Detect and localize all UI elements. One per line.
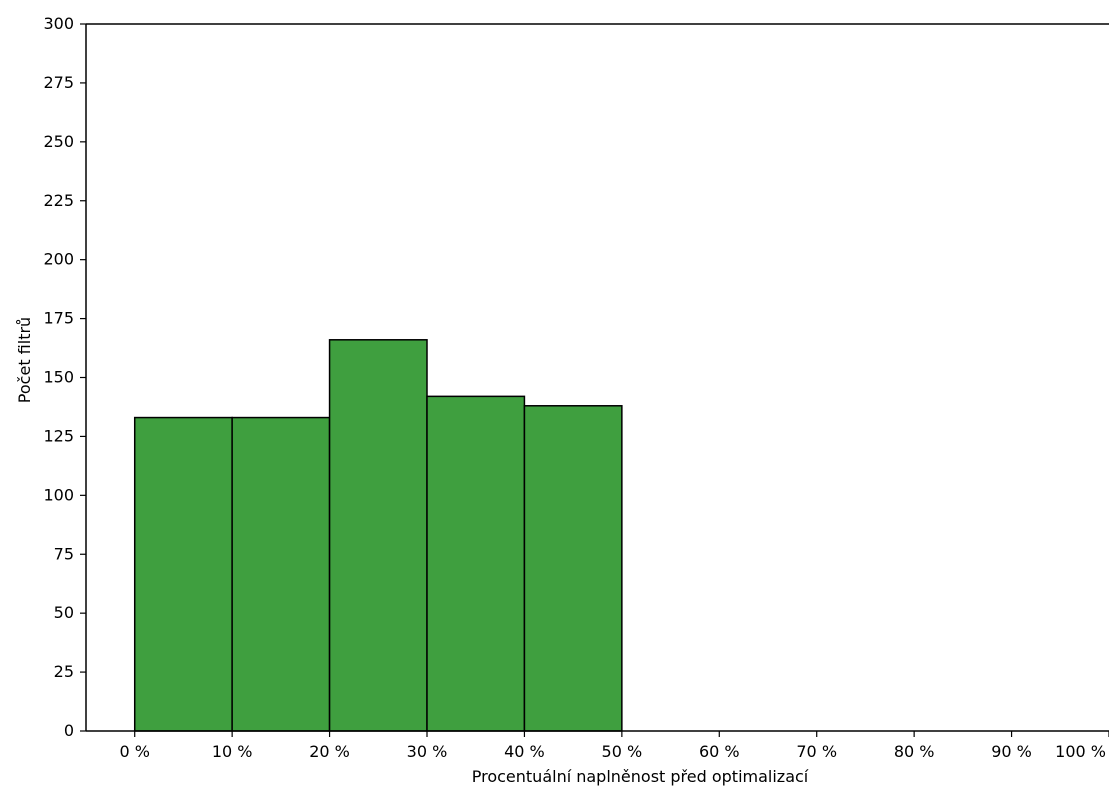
x-tick-label: 30 %: [407, 742, 448, 761]
x-axis-label: Procentuální naplněnost před optimalizac…: [472, 767, 809, 786]
y-tick-label: 0: [64, 721, 74, 740]
histogram-bar: [231, 416, 331, 732]
y-tick-label: 75: [54, 544, 74, 563]
y-tick-label: 275: [43, 73, 74, 92]
histogram-bar: [133, 416, 233, 732]
y-axis-label: Počet filtrů: [15, 317, 34, 403]
y-tick-label: 225: [43, 191, 74, 210]
x-tick-label: 100 %: [1055, 742, 1106, 761]
x-tick-label: 50 %: [602, 742, 643, 761]
x-tick-label: 20 %: [309, 742, 350, 761]
x-tick-label: 80 %: [894, 742, 935, 761]
y-tick-label: 200: [43, 250, 74, 269]
x-ticks: 0 % 10 % 20 % 30 % 40 % 50 % 60 % 70 % 80 % 90 % 1…: [119, 731, 1109, 761]
x-tick-label: 10 %: [212, 742, 253, 761]
histogram-bar: [426, 395, 526, 732]
histogram-bar: [328, 339, 428, 732]
histogram-bar: [523, 405, 623, 732]
x-tick-label: 70 %: [796, 742, 837, 761]
x-tick-label: 60 %: [699, 742, 740, 761]
bars-layer: [133, 339, 623, 732]
y-tick-label: 175: [43, 309, 74, 328]
y-tick-label: 125: [43, 426, 74, 445]
y-tick-label: 300: [43, 14, 74, 33]
x-tick-label: 40 %: [504, 742, 545, 761]
x-tick-label: 90 %: [991, 742, 1032, 761]
y-tick-label: 250: [43, 132, 74, 151]
y-tick-label: 100: [43, 485, 74, 504]
x-tick-label: 0 %: [119, 742, 149, 761]
y-tick-label: 25: [54, 662, 74, 681]
y-ticks: 0 25 50 75 100 125 150 175 200 225 250 275 300: [43, 14, 86, 740]
y-tick-label: 50: [54, 603, 74, 622]
y-tick-label: 150: [43, 368, 74, 387]
